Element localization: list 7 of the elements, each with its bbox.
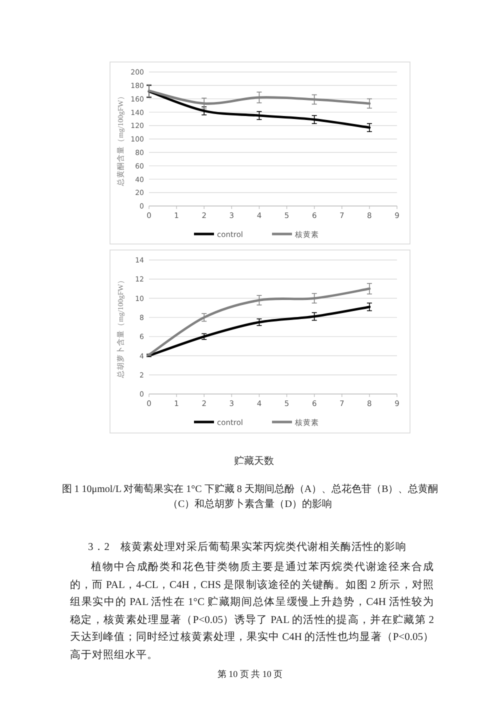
line-series (148, 90, 371, 105)
line-series (148, 90, 371, 129)
x-axis-title: 贮藏天数 (234, 455, 274, 467)
text: 3．2 核黄素处理对采后葡萄果实苯丙烷类代谢相关酶活性的影响 (88, 540, 408, 555)
text: 植物中合成酚类和花色苷类物质主要是通过苯丙烷类代谢途径来合成的，而 PAL，4-CL，C4H，CHS 是限制该途径的关键酶。如图 2 所示，对照组果实中的 PAL 活性在 1°C 贮藏期间总体呈缓慢上升趋势，C4H 活性较为稳定，核黄素处理显著（P<0.05）诱导了 PAL 的活性的提高，并在贮藏第 2 天达到峰值；同时经过核黄素处理，果实中 C4H 的活性也均显著（P<0.05）高于对照组水平。 (70, 560, 434, 663)
text: 第 10 页 共 10 页 (216, 668, 284, 681)
caption: 图 1 10μmol/L 对葡萄果实在 1°C 下贮藏 8 天期间总酚（A）、总花色苷（B）、总黄酮（C）和总胡萝卜素含量（D）的影响 (60, 482, 440, 512)
